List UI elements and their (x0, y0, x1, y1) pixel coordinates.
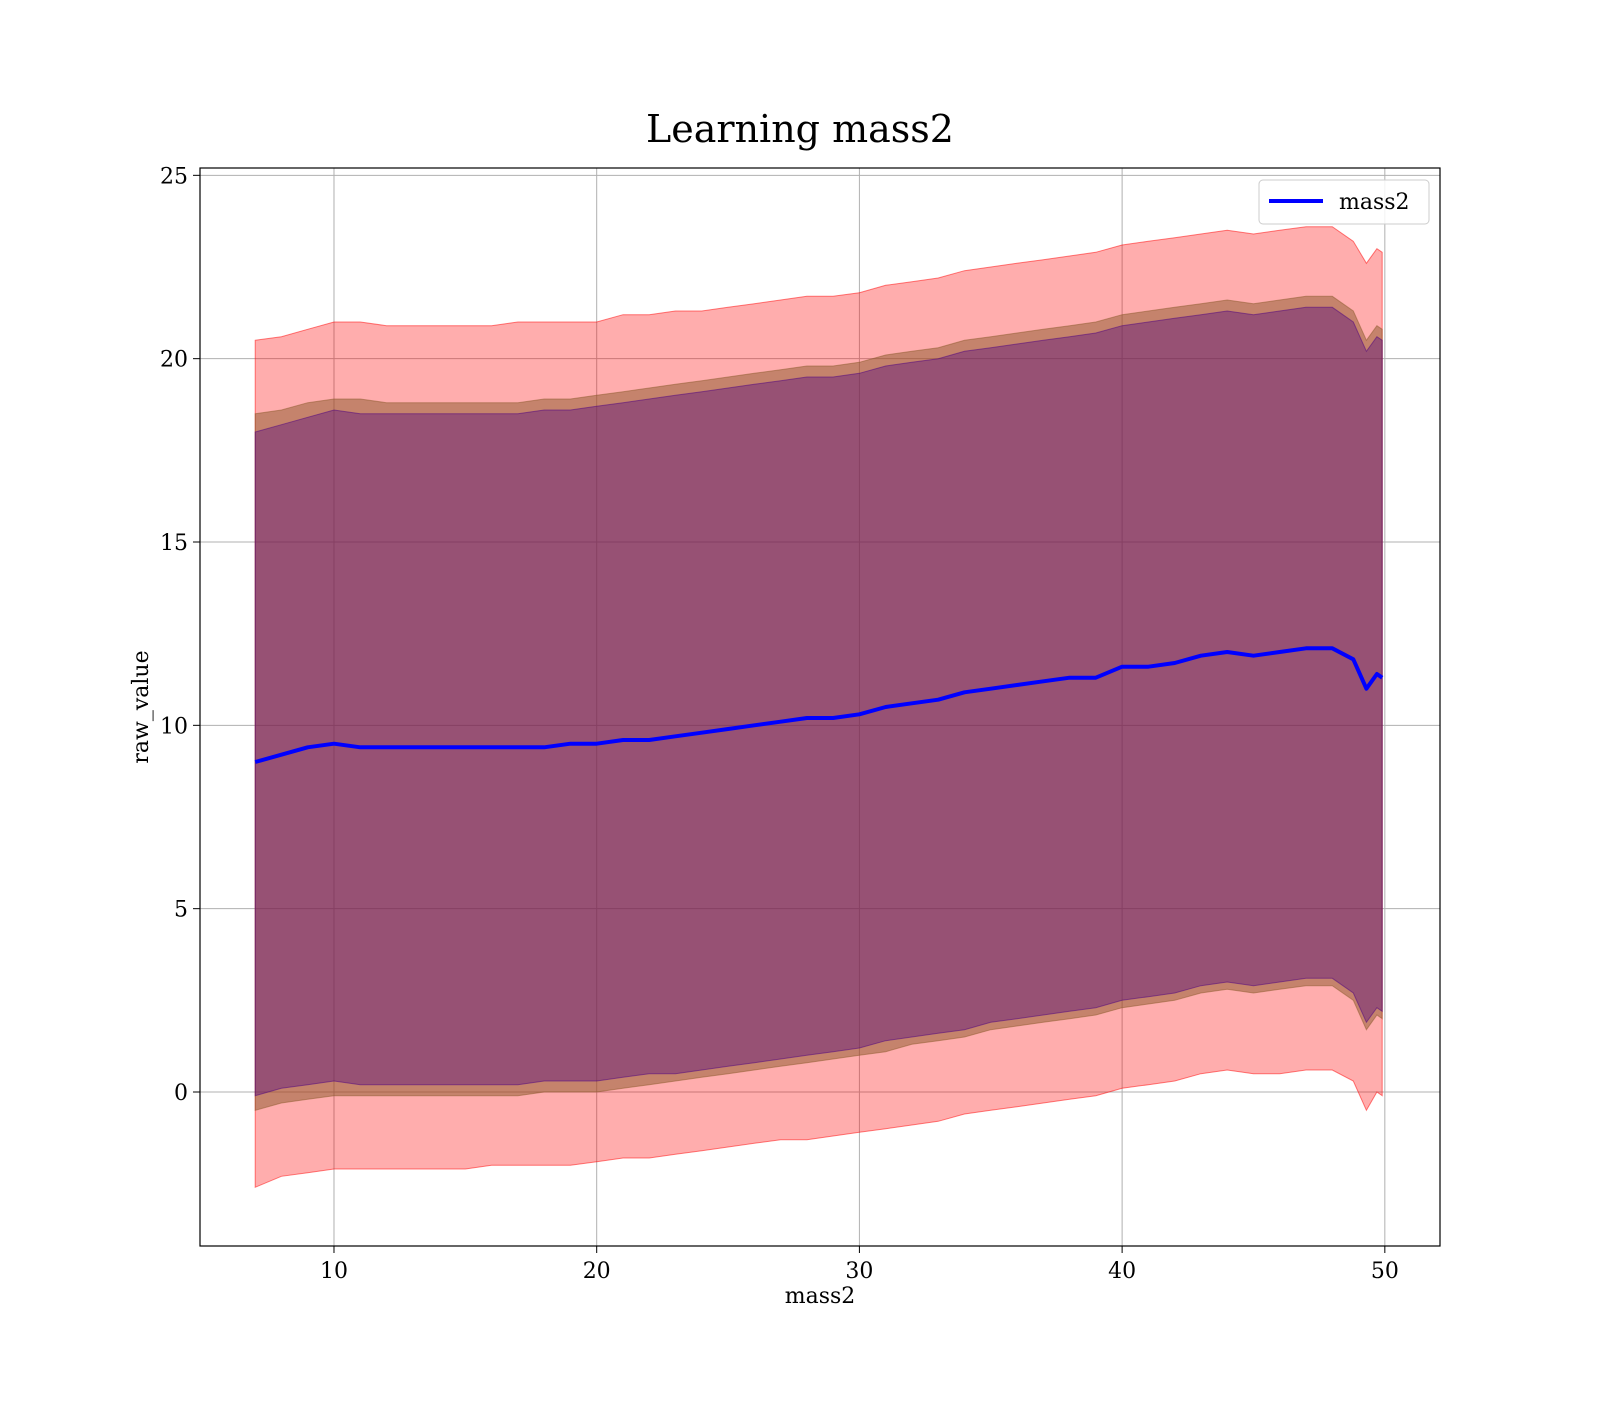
x-tick-label: 40 (1108, 1259, 1136, 1284)
x-tick-label: 50 (1371, 1259, 1399, 1284)
legend-label: mass2 (1339, 190, 1410, 215)
x-tick-label: 10 (320, 1259, 348, 1284)
y-tick-label: 15 (160, 531, 188, 556)
series-line-mass2 (254, 646, 1384, 764)
bands (254, 226, 1383, 1189)
y-tick-label: 0 (174, 1081, 188, 1106)
x-tick-label: 30 (845, 1259, 873, 1284)
y-tick-label: 25 (160, 164, 188, 189)
x-tick-label: 20 (583, 1259, 611, 1284)
plot-frame (199, 167, 1441, 1247)
y-tick-label: 20 (160, 348, 188, 373)
y-tick-label: 10 (160, 714, 188, 739)
x-axis-title: mass2 (785, 1284, 856, 1309)
ticks: 10 20 30 40 50 0 5 10 15 20 25 (160, 164, 1399, 1284)
lines (254, 646, 1384, 764)
inner-band (254, 306, 1383, 1097)
y-axis-title: raw_value (129, 650, 154, 763)
legend-box (1258, 179, 1430, 225)
middle-band (254, 295, 1383, 1111)
y-tick-label: 5 (174, 898, 188, 923)
chart-title: Learning mass2 (646, 107, 954, 151)
legend: mass2 (1258, 179, 1430, 225)
